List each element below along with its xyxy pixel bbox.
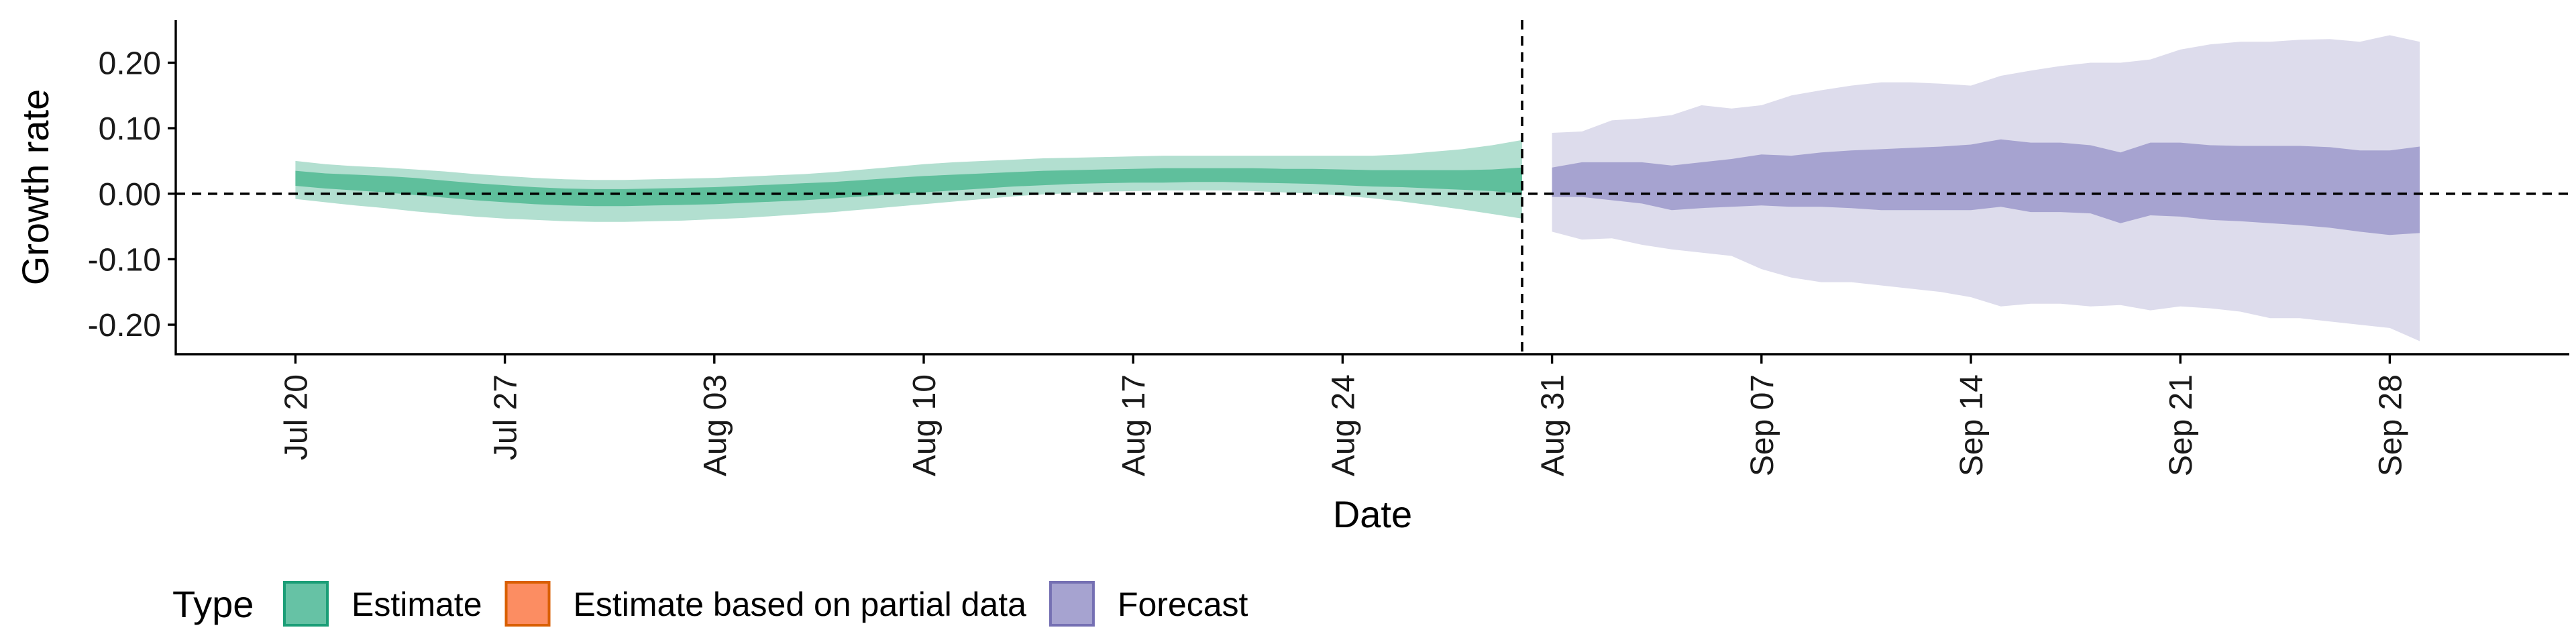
y-tick-label: 0.10 <box>99 111 161 147</box>
y-axis-title: Growth rate <box>14 89 56 286</box>
y-tick-label: -0.10 <box>88 242 161 278</box>
x-tick-label: Aug 24 <box>1326 374 1361 476</box>
x-tick-label: Aug 03 <box>698 374 733 476</box>
x-tick-label: Aug 17 <box>1116 374 1152 476</box>
estimate-band-50 <box>295 167 1522 207</box>
x-tick-label: Sep 21 <box>2163 374 2199 476</box>
y-tick-label: -0.20 <box>88 308 161 343</box>
x-axis-title: Date <box>1333 493 1412 535</box>
axis-lines <box>174 20 2569 356</box>
x-tick-label: Sep 07 <box>1745 374 1780 476</box>
legend-label-estimate: Estimate <box>352 586 482 623</box>
legend-title: Type <box>172 583 254 625</box>
legend: Type Estimate Estimate based on partial d… <box>172 581 1248 627</box>
legend-key-estimate-based-on-partial-data <box>504 581 551 627</box>
y-tick-label: 0.20 <box>99 46 161 81</box>
x-tick-label: Aug 10 <box>907 374 943 476</box>
y-tick-label: 0.00 <box>99 177 161 213</box>
x-tick-label: Aug 31 <box>1536 374 1571 476</box>
x-tick-label: Jul 20 <box>278 374 314 460</box>
x-tick-label: Sep 14 <box>1954 374 1990 476</box>
x-axis: Jul 20 Jul 27 Aug 03 Aug 10 Aug 17 Aug 24 Aug … <box>278 354 2408 476</box>
x-tick-label: Jul 27 <box>488 374 524 460</box>
legend-key-estimate <box>283 581 329 627</box>
confidence-bands <box>295 35 2420 341</box>
forecast-band-50 <box>1552 139 2420 235</box>
x-tick-label: Sep 28 <box>2373 374 2408 476</box>
legend-key-forecast <box>1049 581 1095 627</box>
legend-label-forecast: Forecast <box>1118 586 1248 623</box>
y-axis: 0.20 0.10 0.00 -0.10 -0.20 <box>88 46 176 343</box>
legend-label-estimate-based-on-partial-data: Estimate based on partial data <box>574 586 1027 623</box>
